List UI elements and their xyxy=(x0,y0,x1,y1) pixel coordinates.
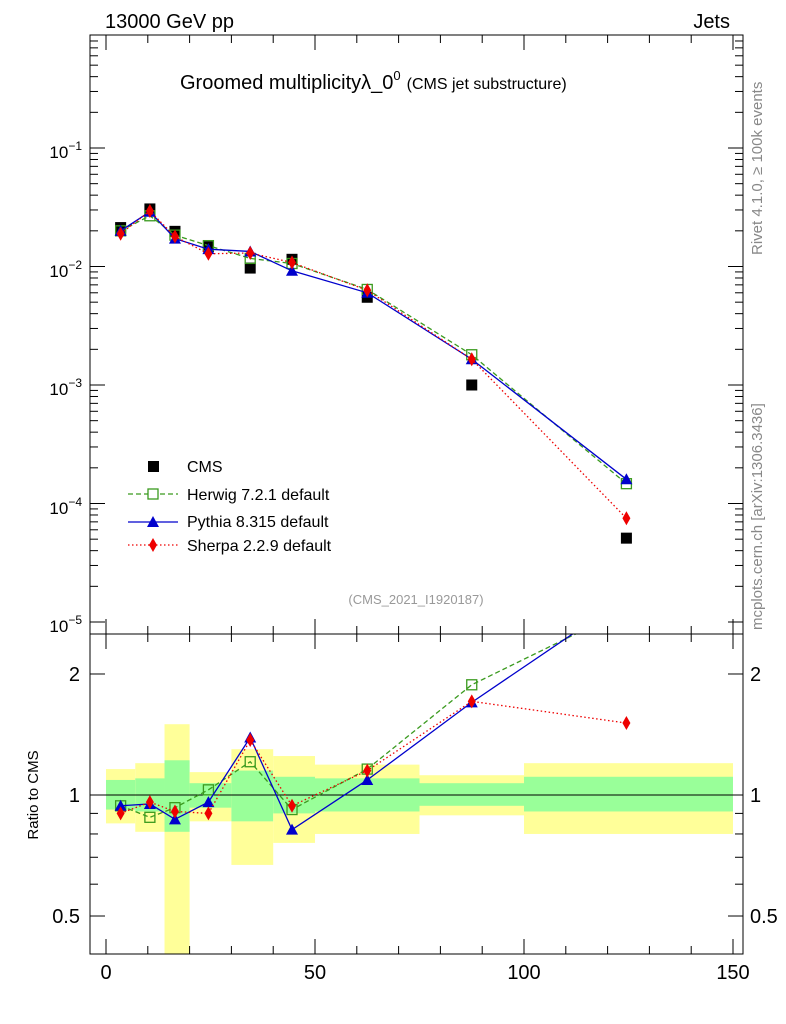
ratio-point-sherpa-marker xyxy=(204,806,213,821)
y-tick-labels-ratio-left: 2 1 0.5 xyxy=(52,664,80,928)
ratio-point-pythia-marker xyxy=(114,799,127,811)
ratio-point-sherpa-marker xyxy=(116,806,125,821)
ratio-band-inner xyxy=(524,776,733,812)
ratio-point-sherpa-marker xyxy=(246,733,255,748)
main-series-line xyxy=(120,210,627,480)
x-tick-label-50: 50 xyxy=(304,962,326,984)
y-tick-base: 10 xyxy=(49,143,68,162)
ratio-axis-ticks xyxy=(90,634,743,954)
y-tick-exp: −2 xyxy=(68,258,82,272)
main-series xyxy=(114,203,633,544)
ratio-point-sherpa-marker xyxy=(467,694,476,709)
main-point-sherpa-marker xyxy=(467,352,476,367)
legend-marker-cms xyxy=(148,461,159,472)
ratio-y-tick-label-1-right: 1 xyxy=(750,785,761,807)
legend-label-cms: CMS xyxy=(187,459,223,476)
ratio-point-herwig-marker xyxy=(144,811,156,823)
ratio-point-sherpa-marker xyxy=(145,795,154,810)
ratio-y-tick-label-0p5: 0.5 xyxy=(52,906,80,928)
main-title-subtitle: (CMS jet substructure) xyxy=(407,76,567,93)
mcplots-label: mcplots.cern.ch [arXiv:1306.3436] xyxy=(749,403,766,630)
main-point-sherpa-marker xyxy=(204,246,213,261)
analysis-watermark: (CMS_2021_I1920187) xyxy=(348,592,483,607)
main-series-line xyxy=(120,214,627,485)
main-point-cms-marker xyxy=(466,379,478,391)
ratio-point-pythia-marker xyxy=(286,823,299,835)
x-tick-label-100: 100 xyxy=(507,962,540,984)
main-title-superscript: 0 xyxy=(393,68,400,83)
main-point-sherpa-marker xyxy=(170,229,179,244)
main-title-text: Groomed multiplicityλ_0 xyxy=(180,72,393,94)
y-tick-labels-main: 10−1 10−2 10−3 10−4 10−5 xyxy=(49,139,82,636)
x-tick-labels: 0 50 100 150 xyxy=(100,962,749,984)
ratio-point-herwig-marker xyxy=(244,756,256,768)
main-point-cms-marker xyxy=(244,262,256,274)
ratio-point-sherpa-marker xyxy=(170,804,179,819)
main-point-cms-marker xyxy=(620,532,632,544)
y-tick-label-1e-3: 10−3 xyxy=(49,376,82,399)
y-tick-label-1e-1: 10−1 xyxy=(49,139,82,162)
y-tick-label-1e-4: 10−4 xyxy=(49,495,82,518)
y-tick-exp: −3 xyxy=(68,376,82,390)
main-point-sherpa-marker xyxy=(363,283,372,298)
main-point-sherpa-marker xyxy=(246,245,255,260)
ratio-band-inner xyxy=(419,783,524,806)
ratio-y-tick-label-2-right: 2 xyxy=(750,664,761,686)
main-point-sherpa-marker xyxy=(116,226,125,241)
header-energy-label: 13000 GeV pp xyxy=(105,11,234,33)
y-tick-exp: −5 xyxy=(68,613,82,627)
main-point-sherpa-marker xyxy=(288,255,297,270)
y-tick-base: 10 xyxy=(49,617,68,636)
ratio-band-inner xyxy=(231,770,274,822)
ratio-series-line xyxy=(120,634,578,819)
rivet-version-label: Rivet 4.1.0, ≥ 100k events xyxy=(749,82,766,255)
x-tick-label-150: 150 xyxy=(716,962,749,984)
main-point-pythia-marker xyxy=(286,264,299,276)
ratio-point-pythia-marker xyxy=(620,591,632,602)
x-tick-label-0: 0 xyxy=(100,962,111,984)
ratio-point-herwig-marker xyxy=(621,604,631,614)
ratio-series xyxy=(114,591,632,835)
y-tick-exp: −4 xyxy=(68,495,82,509)
ratio-point-pythia-marker xyxy=(361,773,374,785)
legend: CMS Herwig 7.2.1 default Pythia 8.315 de… xyxy=(128,459,332,555)
main-panel: Groomed multiplicityλ_00 (CMS jet substru… xyxy=(49,34,744,636)
ratio-panel: 2 1 0.5 2 1 0.5 0 50 100 150 Ratio to CM… xyxy=(25,591,778,984)
ratio-point-herwig-marker xyxy=(202,784,215,796)
y-tick-base: 10 xyxy=(49,499,68,518)
main-point-pythia-marker xyxy=(620,473,633,485)
header-process-label: Jets xyxy=(693,11,730,33)
main-point-sherpa-marker xyxy=(622,511,631,526)
ratio-uncertainty-bands xyxy=(106,724,733,954)
main-point-sherpa-marker xyxy=(145,204,154,219)
ratio-point-sherpa-marker xyxy=(363,763,372,778)
y-tick-exp: −1 xyxy=(68,139,82,153)
main-axis-ticks xyxy=(90,35,743,634)
ratio-y-axis-label: Ratio to CMS xyxy=(25,750,42,839)
ratio-point-pythia-marker xyxy=(168,813,181,825)
y-tick-label-1e-2: 10−2 xyxy=(49,258,82,281)
y-tick-labels-ratio-right: 2 1 0.5 xyxy=(750,664,778,928)
legend-label-sherpa: Sherpa 2.2.9 default xyxy=(187,538,332,555)
legend-label-herwig: Herwig 7.2.1 default xyxy=(187,487,330,504)
ratio-point-sherpa-marker xyxy=(288,798,297,813)
y-tick-base: 10 xyxy=(49,262,68,281)
legend-label-pythia: Pythia 8.315 default xyxy=(187,514,329,531)
y-tick-base: 10 xyxy=(49,380,68,399)
ratio-y-tick-label-0p5-right: 0.5 xyxy=(750,906,778,928)
y-tick-label-1e-5: 10−5 xyxy=(49,613,82,636)
legend-marker-sherpa xyxy=(149,538,157,552)
ratio-point-herwig-marker xyxy=(466,679,478,691)
main-title: Groomed multiplicityλ_00 (CMS jet substru… xyxy=(180,68,567,94)
ratio-point-pythia-marker xyxy=(202,796,215,808)
ratio-point-sherpa-marker xyxy=(622,716,631,731)
legend-marker-herwig xyxy=(147,488,159,500)
ratio-frame xyxy=(89,633,744,955)
ratio-y-tick-label-1: 1 xyxy=(69,785,80,807)
ratio-y-tick-label-2: 2 xyxy=(69,664,80,686)
legend-marker-pythia xyxy=(147,516,159,527)
